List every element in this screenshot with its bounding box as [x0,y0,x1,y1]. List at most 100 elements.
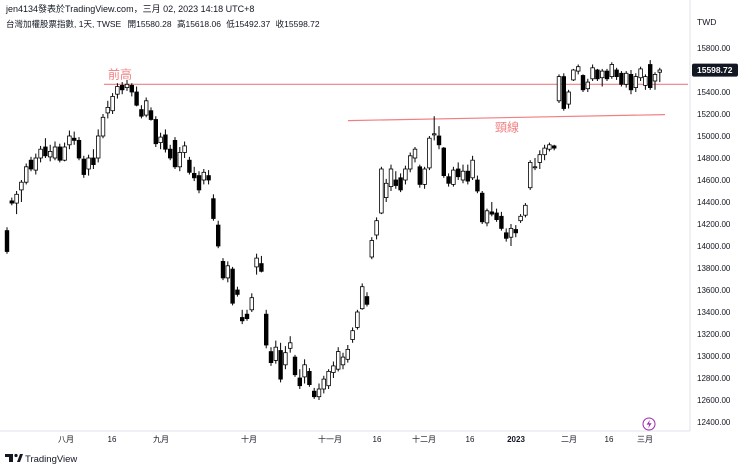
candle[interactable] [311,387,317,399]
candle[interactable] [446,173,451,187]
candle[interactable] [326,369,331,389]
candle[interactable] [177,147,182,172]
candle[interactable] [14,191,19,215]
candle[interactable] [431,116,437,141]
candle[interactable] [590,64,595,82]
candle[interactable] [595,68,600,81]
candle[interactable] [81,155,86,178]
candle[interactable] [278,342,283,383]
candle[interactable] [307,368,312,387]
candle[interactable] [403,165,408,185]
candle[interactable] [340,352,346,370]
candle[interactable] [254,253,259,275]
candle[interactable] [576,64,581,75]
candle[interactable] [134,86,139,107]
candle[interactable] [331,361,336,379]
candle[interactable] [52,141,58,161]
candle[interactable] [244,309,250,321]
candle[interactable] [580,74,586,92]
candle[interactable] [388,164,394,191]
candle[interactable] [455,162,461,180]
candle[interactable] [143,97,149,118]
candle[interactable] [561,73,566,111]
candle[interactable] [153,116,158,147]
candle[interactable] [479,191,485,224]
candle[interactable] [273,340,278,364]
candle[interactable] [23,163,29,185]
candle[interactable] [552,144,557,151]
candle[interactable] [465,164,470,185]
candle[interactable] [86,154,91,176]
candle[interactable] [383,178,389,202]
candle[interactable] [643,74,648,90]
candle[interactable] [633,73,638,92]
candle[interactable] [398,173,403,193]
candle[interactable] [355,309,360,330]
candle[interactable] [460,164,466,184]
candle[interactable] [268,347,274,366]
candle[interactable] [528,160,533,190]
candle[interactable] [345,345,350,363]
candle[interactable] [43,138,48,158]
candle[interactable] [484,208,490,227]
candle[interactable] [158,132,163,150]
candle[interactable] [470,155,475,180]
candle[interactable] [585,78,590,92]
neckline-line[interactable] [347,114,666,122]
candle[interactable] [302,359,307,384]
candle[interactable] [33,153,38,175]
candle[interactable] [48,144,53,162]
candle[interactable] [235,286,240,297]
candle[interactable] [321,375,326,394]
candle[interactable] [182,141,187,159]
candle[interactable] [571,68,576,81]
candle[interactable] [167,144,173,161]
candle[interactable] [374,217,379,240]
candle[interactable] [619,71,624,87]
candle[interactable] [427,136,432,171]
candle[interactable] [624,71,629,88]
candle[interactable] [76,137,82,161]
candle[interactable] [220,258,226,281]
candle[interactable] [196,171,202,194]
candle[interactable] [172,137,178,169]
candle[interactable] [211,194,216,221]
candle[interactable] [436,126,442,150]
candle[interactable] [657,67,662,83]
candle[interactable] [489,202,494,217]
candle[interactable] [441,147,446,178]
candle[interactable] [364,292,370,307]
candle[interactable] [379,166,384,215]
candle[interactable] [494,208,499,222]
candle[interactable] [62,142,67,162]
candle[interactable] [600,68,605,87]
candle[interactable] [57,143,62,163]
candle[interactable] [225,261,230,283]
candle[interactable] [287,336,293,353]
candle[interactable] [28,156,34,172]
candle[interactable] [369,237,374,260]
candle[interactable] [148,107,154,121]
candle[interactable] [129,83,134,97]
candle[interactable] [566,89,571,109]
candle[interactable] [124,79,130,91]
candle[interactable] [263,309,269,349]
candle[interactable] [72,131,77,145]
candle[interactable] [215,220,221,249]
candle[interactable] [283,346,288,370]
candle[interactable] [523,203,528,218]
candle[interactable] [19,180,24,202]
candle[interactable] [110,93,115,114]
candle[interactable] [239,309,245,325]
candle[interactable] [335,347,341,372]
candle[interactable] [115,83,120,99]
time-axis[interactable]: 八月 16 九月 十月 十一月 16 十二月 16 2023 二月 16 三月 [58,434,653,444]
candle[interactable] [547,142,552,152]
candle[interactable] [91,149,96,169]
candle[interactable] [259,255,264,273]
candle[interactable] [4,227,10,254]
candle[interactable] [9,197,14,206]
candle[interactable] [407,152,413,173]
candle[interactable] [614,67,619,80]
